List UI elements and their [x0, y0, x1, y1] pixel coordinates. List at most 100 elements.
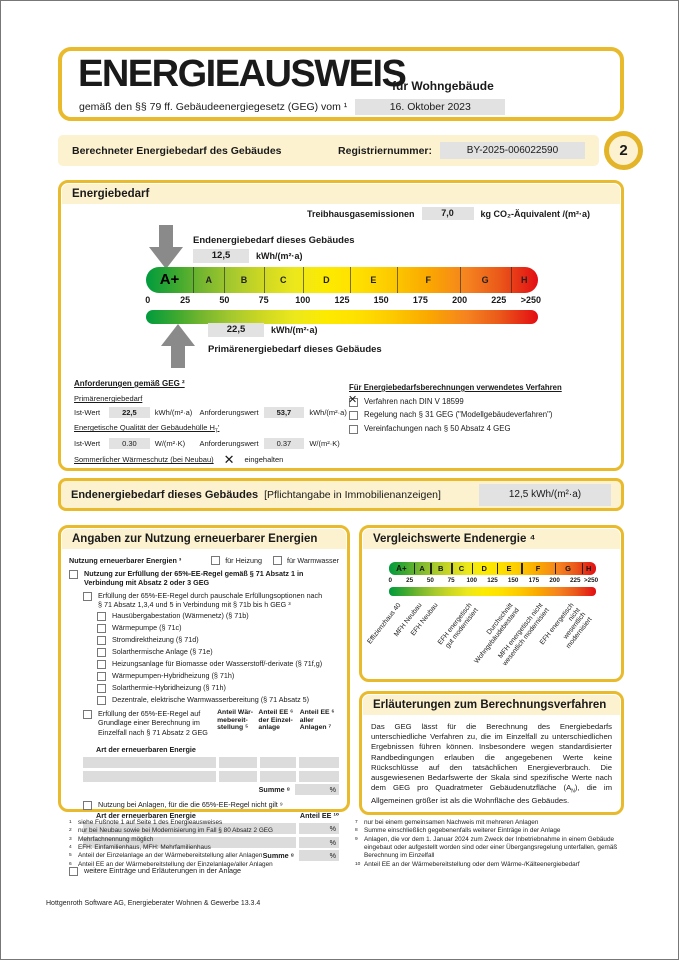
checkbox-biomasse[interactable] — [97, 660, 106, 670]
checkbox-wp-hybrid[interactable] — [97, 672, 106, 682]
footnote: 4 EFH: Einfamilienhaus, MFH: Mehrfamilien… — [69, 843, 211, 851]
checkbox-einzelfall[interactable] — [83, 710, 92, 720]
scale-tick: 175 — [412, 295, 428, 305]
explanations-section: Erläuterungen zum Berechnungsverfahren D… — [359, 691, 624, 815]
primary-energy-value-field: 22,5 — [208, 323, 264, 337]
explanations-text: Das GEG lässt für die Berechnung des Ene… — [371, 722, 612, 805]
checkbox-vereinfachungen[interactable] — [349, 424, 358, 434]
col-header-waermebereitstellung: Anteil Wär- mebereit- stellung ⁵ — [217, 709, 254, 732]
nicht-gilt-sum-row: Summe ⁸ % — [83, 850, 339, 862]
scale-tick: 75 — [258, 295, 269, 305]
checkbox-warmwasser[interactable] — [272, 556, 282, 566]
percent-cell[interactable]: % — [299, 823, 339, 835]
energy-scale-band: A+ A B C D E F G H — [146, 267, 538, 293]
value-input-cell[interactable] — [259, 770, 297, 782]
method-option-label: Vereinfachungen nach § 50 Absatz 4 GEG — [364, 423, 511, 433]
percent-cell[interactable]: % — [299, 837, 339, 849]
art-input-cell[interactable] — [83, 756, 216, 768]
summer-heat-label: Sommerlicher Wärmeschutz (bei Neubau) — [74, 455, 214, 465]
footnote: 9 Anlagen, die vor dem 1. Januar 2024 zum… — [355, 835, 618, 860]
comparison-label: EFH energetisch gut modernisiert — [436, 602, 480, 650]
checkbox-hausuebergabestation[interactable] — [97, 612, 106, 622]
scale-class-label: C — [458, 564, 465, 573]
summe-label: Summe ⁸ — [258, 784, 290, 794]
scale-tick: 25 — [406, 577, 414, 584]
scale-class-label: A — [419, 564, 425, 573]
scale-tick: 25 — [180, 295, 191, 305]
checkbox-din-v-18599[interactable]: ✕ — [348, 394, 358, 407]
footnote: 2 nur bei Neubau sowie bei Modernisierung… — [69, 827, 274, 835]
sub-option-label: Wärmepumpe (§ 71c) — [112, 623, 182, 633]
value-input-cell[interactable] — [299, 770, 339, 782]
scale-class-label: E — [370, 275, 377, 285]
col-header-ee-einzelanlage: Anteil EE ⁶ der Einzel- anlage — [258, 709, 294, 732]
footnotes-right: 7 nur bei einem gemeinsamen Nachweis mit … — [353, 819, 637, 869]
footnote: 6 Anteil EE an der Wärmebereitstellung de… — [69, 860, 273, 868]
art-input-cell[interactable] — [83, 770, 216, 782]
page-number-badge: 2 — [604, 131, 643, 170]
renewables-use-label: Nutzung erneuerbarer Energien ³ — [69, 556, 182, 565]
scale-class-label: B — [240, 275, 248, 285]
primary-energy-requirement-row: Ist-Wert 22,5 kWh/(m²·a) Anforderungswer… — [74, 407, 354, 419]
einzelfall-option-row: Erfüllung der 65%-EE-Regel auf Grundlage… — [83, 709, 215, 737]
footnote: 10 Anteil EE an der Wärmebereitstellung o… — [355, 860, 580, 868]
checkbox-pauschal[interactable] — [83, 591, 92, 601]
footnote: 1 siehe Fußnote 1 auf Seite 1 des Energie… — [69, 819, 223, 826]
value-input-cell[interactable] — [218, 756, 257, 768]
checkbox-weitere[interactable] — [69, 867, 78, 877]
checkbox-waermepumpe[interactable] — [97, 624, 106, 634]
sub-option-label: Solarthermie-Hybridheizung (§ 71h) — [112, 683, 226, 693]
summe-label: Summe ⁸ — [262, 851, 294, 861]
heizung-label: für Heizung — [225, 556, 262, 565]
scale-divider — [581, 563, 583, 574]
title-suffix: für Wohngebäude — [392, 79, 494, 93]
value-input-cell[interactable] — [218, 770, 257, 782]
method-option-row: ✕ Verfahren nach DIN V 18599 — [348, 394, 619, 408]
envelope-quality-heading: Energetische Qualität der Gebäudehülle H… — [74, 423, 220, 435]
scale-class-label: H — [586, 564, 592, 573]
geg-requirements-block: Anforderungen gemäß GEG ² Primärenergieb… — [74, 379, 354, 466]
comparison-labels: Effizienzhaus 40 MFH Neubau EFH Neubau E… — [362, 528, 621, 679]
mandatory-note: [Pflichtangabe in Immobilienanzeigen] — [264, 488, 441, 501]
checkbox-nicht-gilt[interactable] — [83, 800, 92, 810]
table2-header: Art der erneuerbaren Energie Anteil EE ¹… — [96, 811, 339, 820]
checkbox-stromdirektheizung[interactable] — [97, 636, 106, 646]
primary-ist-unit: kWh/(m²·a) — [154, 407, 193, 417]
weitere-option-row: weitere Einträge und Erläuterungen in de… — [69, 866, 339, 877]
art-input-cell[interactable] — [83, 837, 296, 849]
einzelfall-label: Erfüllung der 65%-EE-Regel auf Grundlage… — [98, 709, 208, 737]
scale-class-label: A — [205, 275, 212, 285]
value-input-cell[interactable] — [299, 756, 339, 768]
scale-tick: 75 — [447, 577, 455, 584]
scale-tick-row: 0 25 50 75 100 125 150 175 200 225 >250 — [145, 295, 542, 306]
scale-tick: >250 — [520, 295, 542, 305]
comparison-section: Vergleichswerte Endenergie ⁴ A+ A B C D … — [359, 525, 624, 682]
checkbox-heizung[interactable] — [211, 556, 221, 566]
checkbox-solar-hybrid[interactable] — [97, 684, 106, 694]
checkbox-solarthermie[interactable] — [97, 648, 106, 658]
checkbox-dezentral-ww[interactable] — [97, 696, 106, 706]
scale-tick: 200 — [549, 577, 560, 584]
sub-option-row: Solarthermie-Hybridheizung (§ 71h) — [97, 683, 339, 694]
checkbox-modellgebaeude[interactable] — [349, 411, 358, 421]
scale-class-label: H — [521, 275, 528, 285]
nicht-gilt-option-row: Nutzung bei Anlagen, für die die 65%-EE-… — [83, 800, 339, 810]
einzelfall-table-row — [83, 770, 339, 782]
art-input-cell[interactable] — [83, 823, 296, 835]
value-input-cell[interactable] — [259, 756, 297, 768]
explanations-title: Erläuterungen zum Berechnungsverfahren — [363, 695, 620, 715]
scale-divider — [349, 267, 351, 293]
envelope-ist-unit: W/(m²·K) — [154, 438, 186, 448]
scale-tick: 225 — [570, 577, 581, 584]
scale-tick: 150 — [373, 295, 389, 305]
scale-tick: 0 — [145, 295, 151, 305]
rule-65-option-row: Nutzung zur Erfüllung der 65%-EE-Regel g… — [69, 569, 339, 587]
sub-option-label: Hausübergabestation (Wärmenetz) (§ 71b) — [112, 611, 249, 621]
sub-option-row: Stromdirektheizung (§ 71d) — [97, 635, 339, 646]
checkbox-65ee-regel[interactable] — [69, 570, 78, 580]
software-footer: Hottgenroth Software AG, Energieberater … — [46, 900, 261, 907]
scale-class-label: F — [535, 564, 541, 573]
summe-percent-cell: % — [299, 850, 339, 862]
scale-tick: >250 — [583, 577, 599, 584]
